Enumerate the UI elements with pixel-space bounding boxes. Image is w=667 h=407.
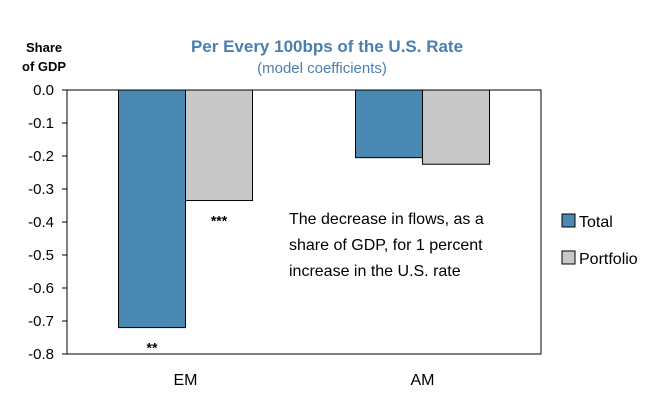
- bars: [118, 89, 490, 329]
- significance-marker: ***: [211, 213, 228, 229]
- y-tick-label: 0.0: [33, 82, 54, 99]
- bar-am-total: [355, 89, 423, 159]
- bar-em-total: [118, 89, 186, 329]
- y-tick-label: -0.3: [28, 181, 54, 198]
- x-axis: EM AM: [174, 372, 435, 389]
- annotation-line-3: increase in the U.S. rate: [289, 263, 461, 280]
- significance-labels: *****: [147, 213, 228, 356]
- y-tick-label: -0.6: [28, 280, 54, 297]
- legend-label-portfolio: Portfolio: [579, 251, 638, 268]
- legend-swatch-portfolio: [561, 250, 576, 265]
- y-tick-label: -0.2: [28, 148, 54, 165]
- chart-title: Per Every 100bps of the U.S. Rate: [191, 37, 463, 56]
- annotation: The decrease in flows, as a share of GDP…: [289, 211, 484, 280]
- y-tick-label: -0.5: [28, 247, 54, 264]
- y-tick-label: -0.4: [28, 214, 54, 231]
- annotation-line-1: The decrease in flows, as a: [289, 211, 484, 228]
- y-axis: 0.0 -0.1 -0.2 -0.3 -0.4 -0.5 -0.6 -0.7 -0.8: [28, 82, 67, 363]
- y-axis-label-line-2: of GDP: [22, 59, 66, 74]
- x-category-label: EM: [174, 372, 198, 389]
- y-tick-label: -0.8: [28, 346, 54, 363]
- y-tick-label: -0.1: [28, 115, 54, 132]
- legend-label-total: Total: [579, 214, 613, 231]
- bar-em-portfolio: [185, 89, 253, 202]
- legend: Total Portfolio: [561, 213, 638, 268]
- legend-swatch-total: [561, 213, 576, 228]
- annotation-line-2: share of GDP, for 1 percent: [289, 237, 483, 254]
- y-tick-label: -0.7: [28, 313, 54, 330]
- bar-am-portfolio: [422, 89, 490, 165]
- x-category-label: AM: [411, 372, 435, 389]
- chart-subtitle: (model coefficients): [257, 60, 387, 77]
- significance-marker: **: [147, 340, 158, 356]
- y-axis-label-line-1: Share: [26, 40, 62, 55]
